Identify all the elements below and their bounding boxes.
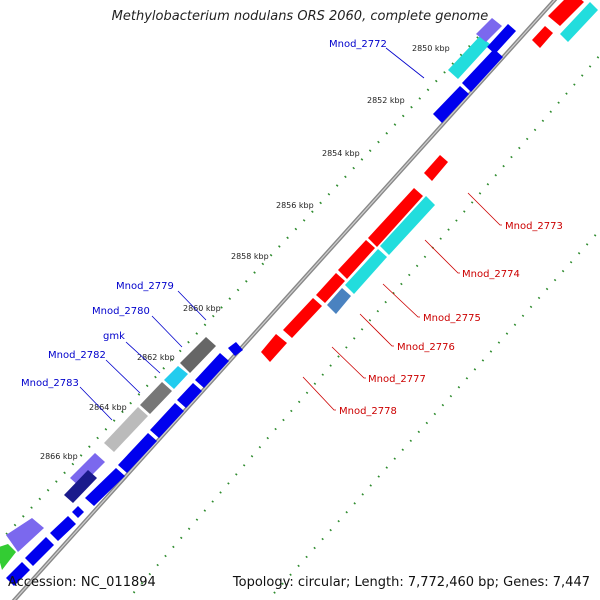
gene-mnod-2778 [261,334,287,362]
tick-label: 2854 kbp [322,149,360,158]
gene-label-mnod-2773: Mnod_2773 [505,221,563,232]
gene-label-mnod-2777: Mnod_2777 [368,374,426,385]
gene-purple-1 [70,453,105,487]
leader-mnod-2774 [424,239,460,274]
gene-cyan-a [380,196,435,255]
gene-cyan-b [345,249,387,294]
accession-value: NC_011894 [80,575,156,590]
gene-label-mnod-2772: Mnod_2772 [329,39,387,50]
leader-mnod-2773 [467,192,502,226]
leader-mnod-2779 [177,290,207,321]
leader-mnod-2778 [302,376,336,411]
gene-label-mnod-2783: Mnod_2783 [21,378,79,389]
leader-mnod-2782 [105,359,141,394]
accession-label: Accession: [8,575,77,590]
map-title: Methylobacterium nodulans ORS 2060, comp… [111,9,489,24]
gene-label-mnod-2780: Mnod_2780 [92,306,150,317]
gene-label-gmk: gmk [103,331,125,342]
gene-label-mnod-2778: Mnod_2778 [339,406,397,417]
gene-purple-2 [6,518,44,552]
inner-tick-track [0,34,481,543]
genome-info: Topology: circular; Length: 7,772,460 bp… [232,575,590,590]
leader-mnod-2783 [79,386,113,421]
gene-purple-top [476,18,502,42]
gene-blue-8 [25,537,54,566]
gene-blue-1 [195,353,229,388]
gene-cyan-upper [448,36,490,79]
gene-blue-2 [177,383,202,408]
gene-lightgray [104,407,148,452]
gene-green [0,544,16,570]
gene-gray-2 [140,382,172,414]
tick-label: 2866 kbp [40,452,78,461]
gene-label-mnod-2774: Mnod_2774 [462,269,520,280]
gene-mnod-2773 [424,155,448,181]
gene-blue-9 [6,562,30,586]
gene-top-right-red [548,0,584,26]
gene-gray-1 [180,337,216,373]
gene-navy [64,470,97,503]
leader-gmk [125,341,161,374]
gene-blue-7 [50,516,76,541]
gene-label-mnod-2776: Mnod_2776 [397,342,455,353]
gene-blue-5 [85,468,125,506]
leader-mnod-2780 [151,315,183,348]
gene-blue-top [487,24,516,54]
genome-backbone [11,0,558,600]
tick-label: 2858 kbp [231,252,269,261]
gene-label-mnod-2782: Mnod_2782 [48,350,106,361]
tick-label: 2862 kbp [137,353,175,362]
gene-top-right-red-small [532,26,553,48]
leader-mnod-2775 [382,283,420,318]
far-tick-track [266,229,600,600]
tick-label: 2856 kbp [276,201,314,210]
red-gene-track [261,0,584,362]
tick-label: 2864 kbp [89,403,127,412]
tick-label: 2850 kbp [412,44,450,53]
gene-blue-6 [72,506,84,518]
gene-blue-4 [118,433,157,473]
gene-blue-upper-1 [462,49,503,92]
gene-blue-3 [150,403,184,438]
cyan-gene-track [327,2,598,314]
leader-mnod-2777 [331,346,366,379]
gene-mnod-2774 [368,188,423,247]
gene-label-mnod-2775: Mnod_2775 [423,313,481,324]
blue-gene-track [6,24,516,586]
gene-mnod-2775 [338,240,375,279]
outer-left-gene-track [0,18,502,570]
tick-label: 2860 kbp [183,304,221,313]
leader-mnod-2776 [359,313,394,347]
gene-blue-upper-2 [433,86,469,123]
gene-mnod-2776 [316,273,345,303]
tick-label: 2852 kbp [367,96,405,105]
gene-cyan-gmk [164,366,188,389]
gene-mnod-2777 [283,298,322,338]
outer-tick-track [126,54,600,600]
accession-text: Accession: NC_011894 [8,575,156,590]
leader-mnod-2772 [385,47,425,79]
gene-steel [327,288,351,314]
gene-label-mnod-2779: Mnod_2779 [116,281,174,292]
gene-blue-small-arrow [228,342,243,356]
gene-cyan-top [560,2,598,42]
